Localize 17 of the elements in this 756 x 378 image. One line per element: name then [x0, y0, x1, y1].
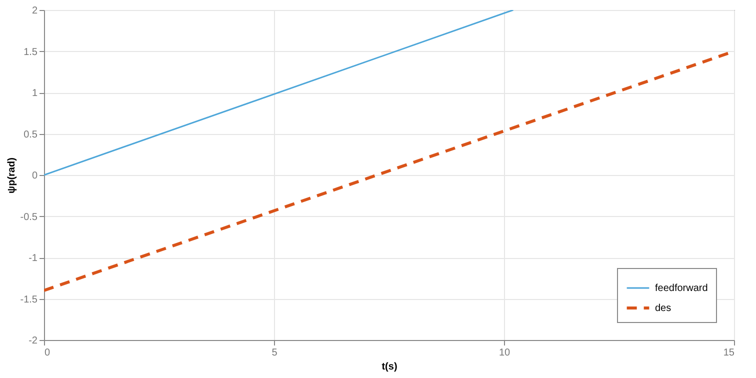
- x-tick-label: 0: [44, 348, 50, 358]
- y-tick-label: -1: [28, 253, 38, 264]
- y-tick-label: 1: [32, 88, 38, 99]
- x-axis-title: t(s): [382, 362, 398, 372]
- legend-label: des: [655, 303, 672, 314]
- y-axis-title: ψp(rad): [6, 158, 18, 194]
- y-tick-label: -1.5: [20, 294, 38, 306]
- y-tick-label: 1.5: [24, 46, 38, 58]
- x-tick-label: 10: [498, 348, 510, 358]
- y-tick-label: 0: [32, 170, 38, 182]
- legend-label: feedforward: [655, 283, 708, 294]
- x-tick-label: 5: [272, 348, 278, 358]
- x-tick-label: 15: [723, 348, 735, 358]
- y-tick-label: 0.5: [24, 129, 38, 140]
- y-tick-label: 2: [32, 6, 38, 16]
- y-tick-label: -0.5: [20, 212, 38, 223]
- y-tick-label: -2: [28, 336, 38, 346]
